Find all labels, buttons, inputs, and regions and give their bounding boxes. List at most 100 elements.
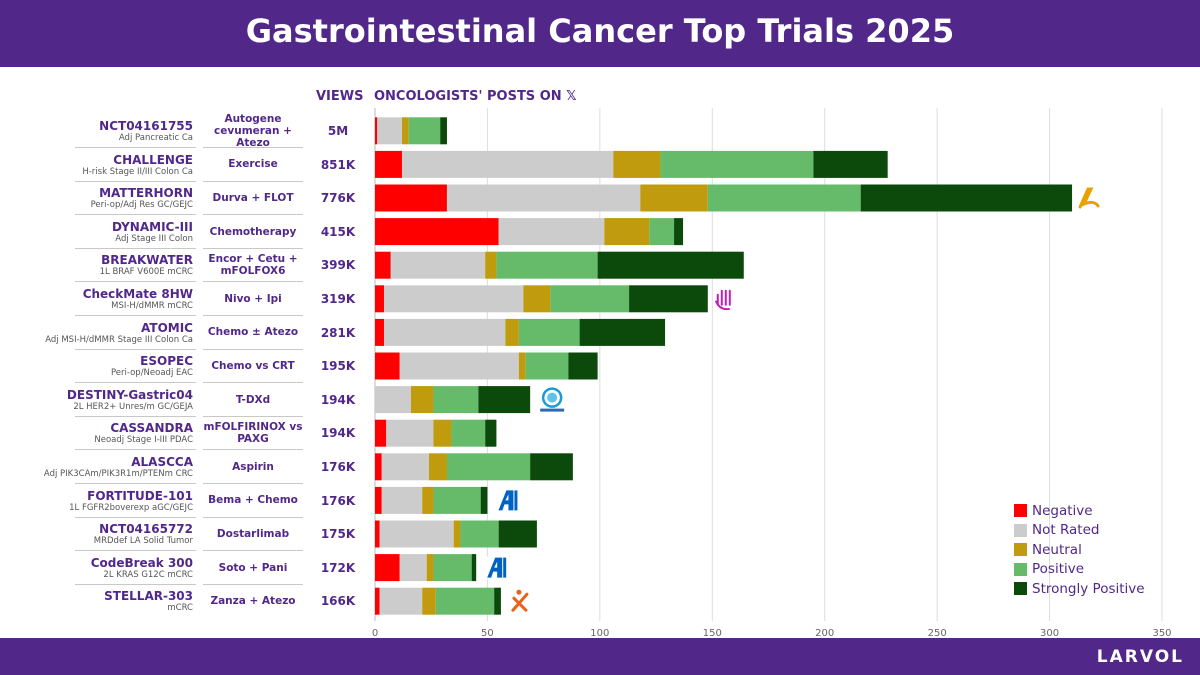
row-divider [203, 583, 303, 585]
treatment-cell: Chemo ± Atezo [207, 326, 299, 339]
row-divider [75, 315, 196, 317]
views-value: 281K [320, 325, 356, 340]
trial-cell: BREAKWATER 1L BRAF V600E mCRC [40, 254, 193, 278]
legend-swatch [1014, 543, 1027, 557]
row-divider [203, 348, 303, 350]
views-value: 166K [320, 594, 356, 609]
treatment-cell: Chemo vs CRT [211, 359, 295, 372]
trial-subtitle: 1L FGFR2boverexp aGC/GEJC [69, 502, 193, 513]
trial-subtitle: Adj PIK3CAm/PIK3R1m/PTENm CRC [43, 469, 193, 479]
treatment-cell: Nivo + Ipi [224, 292, 282, 305]
trial-subtitle: 2L KRAS G12C mCRC [103, 569, 193, 580]
views-value: 399K [320, 258, 356, 273]
row-divider [75, 550, 196, 552]
legend-swatch [1014, 582, 1027, 596]
row-divider [203, 214, 303, 216]
trial-name: MATTERHORN [99, 186, 193, 201]
row-divider [203, 550, 303, 552]
row-divider [75, 281, 196, 283]
row-divider [75, 147, 196, 149]
trial-subtitle: 1L BRAF V600E mCRC [99, 267, 193, 278]
trial-name: CHALLENGE [113, 152, 193, 167]
row-divider [75, 583, 196, 585]
row-divider [203, 483, 303, 485]
views-value: 176K [320, 493, 356, 508]
trial-cell: FORTITUDE-101 1L FGFR2boverexp aGC/GEJC [40, 488, 193, 514]
trial-name: BREAKWATER [101, 253, 193, 268]
treatment-cell: Chemotherapy [209, 225, 297, 238]
trial-name: NCT04165772 [99, 522, 193, 537]
trial-cell: ESOPEC Peri-op/Neoadj EAC [40, 355, 193, 379]
row-divider [203, 516, 303, 518]
table-row: CHALLENGE H-risk Stage II/III Colon Ca Exe… [0, 148, 1200, 182]
trial-name: CASSANDRA [110, 421, 193, 436]
row-divider [203, 315, 303, 317]
row-divider [75, 449, 196, 451]
views-value: 776K [320, 191, 356, 206]
trial-cell: ALASCCA Adj PIK3CAm/PIK3R1m/PTENm CRC [40, 456, 193, 480]
row-divider [75, 214, 196, 216]
treatment-cell: Dostarlimab [216, 527, 290, 540]
treatment-cell: Encor + Cetu + mFOLFOX6 [208, 253, 298, 278]
trial-name: CodeBreak 300 [90, 555, 193, 570]
legend-item: Strongly Positive [1014, 579, 1145, 599]
treatment-cell: mFOLFIRINOX vs PAXG [203, 421, 303, 446]
trial-name: ATOMIC [141, 320, 193, 335]
views-value: 194K [320, 426, 356, 441]
table-row: STELLAR-303 mCRC Zanza + Atezo 166K [0, 584, 1200, 618]
views-column-header: VIEWS [316, 89, 364, 104]
table-row: NCT04165772 MRDdef LA Solid Tumor Dostarli… [0, 517, 1200, 552]
treatment-cell: T-DXd [235, 393, 271, 406]
trial-name: NCT04161755 [99, 119, 193, 133]
trial-subtitle: Peri-op/Neoadj EAC [110, 368, 193, 379]
trial-name: STELLAR-303 [104, 589, 193, 604]
table-row: MATTERHORN Peri-op/Adj Res GC/GEJC Durva +… [0, 181, 1200, 216]
legend-label: Strongly Positive [1032, 580, 1145, 597]
trial-subtitle: Neoadj Stage I-III PDAC [94, 435, 193, 446]
views-value: 172K [320, 560, 356, 575]
trial-subtitle: 2L HER2+ Unres/m GC/GEJA [73, 401, 193, 412]
table-row: DESTINY-Gastric04 2L HER2+ Unres/m GC/GEJ… [0, 383, 1200, 417]
treatment-cell: Bema + Chemo [208, 494, 298, 507]
views-value: 195K [320, 359, 356, 374]
legend-swatch [1014, 504, 1027, 518]
table-row: CodeBreak 300 2L KRAS G12C mCRC Soto + Pan… [0, 551, 1200, 585]
row-divider [203, 147, 303, 149]
trial-cell: CodeBreak 300 2L KRAS G12C mCRC [40, 555, 193, 581]
trial-subtitle: mCRC [167, 603, 193, 614]
trial-cell: ATOMIC Adj MSI-H/dMMR Stage III Colon Ca [40, 320, 193, 346]
trial-name: ESOPEC [140, 354, 193, 369]
treatment-cell: Zanza + Atezo [210, 595, 296, 608]
legend-item: Positive [1014, 560, 1145, 580]
table-row: CheckMate 8HW MSI-H/dMMR mCRC Nivo + Ipi 31… [0, 282, 1200, 317]
trial-subtitle: Peri-op/Adj Res GC/GEJC [90, 200, 193, 211]
views-value: 415K [320, 224, 356, 239]
legend-label: Neutral [1032, 541, 1082, 558]
trial-cell: CheckMate 8HW MSI-H/dMMR mCRC [40, 288, 193, 312]
legend-item: Not Rated [1014, 521, 1145, 541]
views-value: 176K [320, 460, 356, 474]
trial-cell: MATTERHORN Peri-op/Adj Res GC/GEJC [40, 187, 193, 211]
row-divider [203, 247, 303, 249]
trial-subtitle: Adj Pancreatic Ca [118, 133, 193, 143]
trial-name: DESTINY-Gastric04 [66, 387, 193, 402]
treatment-cell: Soto + Pani [218, 561, 288, 574]
posts-column-header: ONCOLOGISTS' POSTS ON 𝕏 [374, 89, 577, 104]
legend-item: Neutral [1014, 540, 1145, 560]
treatment-cell: Aspirin [232, 460, 274, 473]
views-value: 851K [320, 157, 356, 172]
table-row: NCT04161755 Adj Pancreatic Ca Autogene cev… [0, 113, 1200, 149]
views-value: 194K [320, 392, 356, 407]
views-value: 319K [320, 292, 356, 306]
row-divider [203, 382, 303, 384]
treatment-cell: Durva + FLOT [212, 191, 294, 204]
trial-name: FORTITUDE-101 [87, 488, 193, 503]
views-value: 175K [320, 527, 356, 542]
row-divider [203, 415, 303, 417]
trial-cell: NCT04165772 MRDdef LA Solid Tumor [40, 523, 193, 547]
row-divider [203, 180, 303, 182]
row-divider [75, 516, 196, 518]
trial-subtitle: Adj Stage III Colon [115, 233, 193, 244]
legend-label: Positive [1032, 561, 1085, 578]
header-bar: Gastrointestinal Cancer Top Trials 2025 [0, 0, 1200, 67]
